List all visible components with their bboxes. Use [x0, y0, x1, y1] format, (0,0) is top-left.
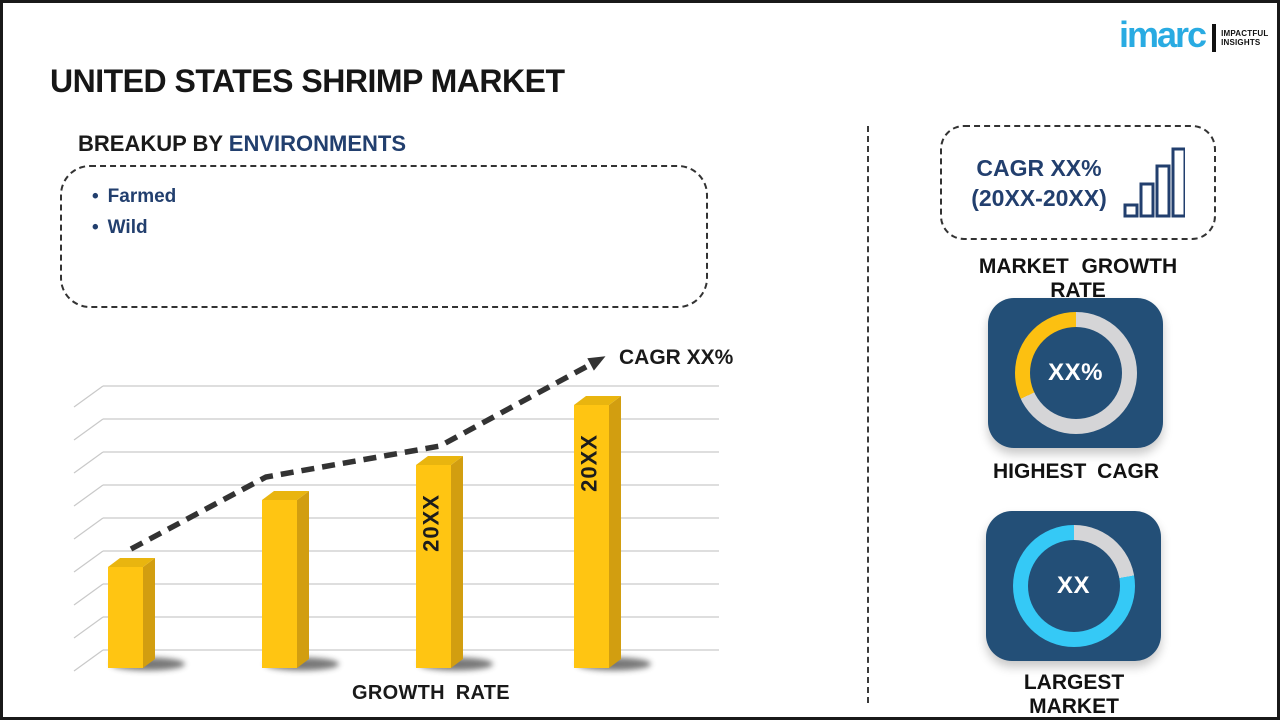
largest-market-card: XX	[986, 511, 1161, 661]
cagr-annotation: CAGR XX%	[619, 346, 734, 369]
highest-cagr-value: XX%	[1048, 359, 1103, 386]
grid-line-diagonal	[73, 583, 104, 606]
breakup-heading-highlight: ENVIRONMENTS	[228, 131, 407, 156]
market-growth-rate-label: MARKET GROWTH RATE	[978, 255, 1178, 302]
bar	[574, 405, 609, 668]
bar	[416, 465, 451, 668]
imarc-logo: imarc IMPACTFUL INSIGHTS	[1119, 17, 1269, 53]
bar-label: 20XX	[577, 434, 602, 492]
grid-line-diagonal	[73, 649, 104, 672]
logo-tagline-line1: IMPACTFUL	[1221, 29, 1269, 38]
cagr-badge-line1: CAGR XX%	[976, 154, 1102, 181]
grid-line-diagonal	[73, 550, 104, 573]
grid-line-diagonal	[73, 451, 104, 474]
bar-top-face	[416, 456, 463, 465]
logo-tagline-line2: INSIGHTS	[1221, 38, 1261, 47]
grid-line-diagonal	[73, 484, 104, 507]
breakup-list-box: Farmed Wild	[60, 165, 708, 308]
bar-side-face	[143, 558, 155, 668]
grid-line-diagonal	[73, 385, 104, 408]
growth-bars-icon	[1123, 147, 1185, 217]
cagr-badge-text: CAGR XX% (20XX-20XX)	[971, 153, 1107, 213]
chart-x-axis-label: GROWTH RATE	[352, 682, 510, 704]
bar-side-face	[297, 491, 309, 668]
vertical-dashed-divider	[867, 126, 869, 703]
donut-hole	[1027, 540, 1120, 632]
bar-top-face	[262, 491, 309, 500]
bar-side-face	[451, 456, 463, 668]
highest-cagr-card: XX%	[988, 298, 1163, 448]
bar-label: 20XX	[419, 494, 444, 552]
logo-tagline: IMPACTFUL INSIGHTS	[1221, 29, 1268, 47]
growth-bar-chart: 20XX 20XX	[73, 356, 719, 672]
breakup-heading: BREAKUP BY ENVIRONMENTS	[78, 131, 406, 157]
logo-divider	[1212, 24, 1217, 52]
bar	[262, 500, 297, 668]
trend-line	[129, 359, 597, 552]
largest-market-value: XX	[1056, 572, 1090, 599]
grid-line-diagonal	[73, 616, 104, 639]
bar-side-face	[609, 396, 621, 668]
highest-cagr-donut: XX%	[1014, 312, 1137, 434]
cagr-badge-line2: (20XX-20XX)	[971, 184, 1107, 211]
largest-market-donut: XX	[1012, 525, 1135, 647]
bar-top-face	[108, 558, 155, 567]
breakup-heading-prefix: BREAKUP BY	[78, 131, 229, 156]
imarc-wordmark: imarc	[1119, 14, 1207, 55]
bar-top-face	[574, 396, 621, 405]
donut-hole	[1029, 327, 1122, 419]
largest-market-label: LARGEST MARKET	[1023, 671, 1125, 718]
trend-arrowhead	[587, 356, 606, 371]
list-item: Farmed	[92, 181, 706, 212]
list-item: Wild	[92, 212, 706, 243]
bar	[108, 567, 143, 668]
grid-line-diagonal	[73, 418, 104, 441]
cagr-badge: CAGR XX% (20XX-20XX)	[940, 125, 1216, 240]
page-title: UNITED STATES SHRIMP MARKET	[50, 63, 565, 99]
highest-cagr-label: HIGHEST CAGR	[992, 460, 1159, 483]
breakup-list: Farmed Wild	[92, 181, 706, 243]
grid-line-diagonal	[73, 517, 104, 540]
